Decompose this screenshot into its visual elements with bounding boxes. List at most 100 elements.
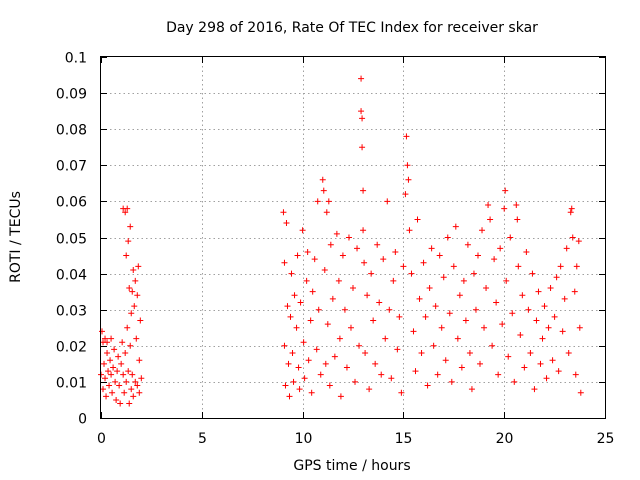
- data-point: [120, 371, 127, 378]
- data-point: [331, 353, 338, 360]
- data-point: [347, 324, 354, 331]
- data-point: [280, 209, 287, 216]
- data-point: [384, 198, 391, 205]
- data-point: [304, 248, 311, 255]
- data-point: [291, 292, 298, 299]
- data-point: [567, 209, 574, 216]
- data-point: [286, 393, 293, 400]
- data-point: [335, 277, 342, 284]
- data-point: [133, 335, 140, 342]
- data-point: [565, 350, 572, 357]
- data-point: [117, 400, 124, 407]
- data-point: [99, 328, 106, 335]
- data-point: [137, 317, 144, 324]
- y-tick-label: 0: [78, 412, 87, 428]
- data-point: [404, 162, 411, 169]
- data-point: [108, 371, 115, 378]
- data-point: [350, 285, 356, 292]
- data-point: [111, 346, 118, 353]
- data-point: [327, 241, 334, 248]
- data-point: [430, 342, 437, 349]
- data-point: [559, 328, 566, 335]
- data-point: [281, 259, 288, 266]
- data-point: [408, 270, 415, 277]
- axis-ticks: [101, 57, 606, 419]
- data-point: [130, 266, 137, 273]
- data-point: [121, 389, 128, 396]
- data-point: [314, 198, 321, 205]
- data-point: [136, 357, 143, 364]
- data-point: [416, 295, 423, 302]
- data-point: [505, 353, 512, 360]
- data-point: [345, 234, 352, 241]
- x-tick-label: 20: [496, 431, 514, 447]
- data-point: [112, 378, 119, 385]
- y-tick-label: 0.04: [56, 268, 87, 284]
- data-point: [426, 285, 433, 292]
- data-point: [132, 277, 139, 284]
- data-point: [448, 378, 455, 385]
- x-tick-label: 15: [395, 431, 413, 447]
- data-point: [525, 306, 532, 313]
- data-point: [317, 371, 324, 378]
- data-point: [307, 317, 314, 324]
- data-point: [122, 350, 129, 357]
- data-point: [297, 299, 304, 306]
- data-point: [390, 277, 397, 284]
- data-point: [555, 368, 562, 375]
- data-point: [519, 292, 526, 299]
- data-point: [321, 266, 328, 273]
- y-tick-label: 0.02: [56, 340, 87, 356]
- data-point: [341, 306, 348, 313]
- data-point: [354, 245, 361, 252]
- data-point: [529, 270, 536, 277]
- data-point: [359, 144, 366, 151]
- data-point: [103, 393, 110, 400]
- data-point: [100, 386, 107, 393]
- data-point: [126, 285, 133, 292]
- data-point: [294, 252, 301, 259]
- y-tick-label: 0.1: [65, 51, 87, 67]
- data-point: [131, 303, 138, 310]
- data-point: [452, 223, 459, 230]
- data-point: [124, 205, 131, 212]
- data-point: [320, 187, 327, 194]
- data-point: [553, 274, 560, 281]
- data-point: [359, 115, 366, 122]
- data-point: [362, 350, 369, 357]
- data-point: [113, 396, 120, 403]
- data-point: [356, 342, 363, 349]
- y-tick-label: 0.08: [56, 123, 87, 139]
- data-point: [442, 357, 449, 364]
- data-point: [125, 238, 132, 245]
- data-point: [533, 317, 540, 324]
- data-point: [309, 288, 316, 295]
- data-point: [290, 378, 297, 385]
- data-point: [440, 274, 447, 281]
- data-point: [326, 382, 333, 389]
- data-point: [337, 393, 344, 400]
- data-point: [438, 324, 445, 331]
- data-point: [361, 259, 368, 266]
- data-point: [436, 252, 443, 259]
- data-point: [102, 375, 109, 382]
- data-point: [123, 378, 130, 385]
- data-point: [392, 248, 399, 255]
- data-point: [563, 245, 570, 252]
- data-point: [372, 360, 379, 367]
- data-point: [573, 263, 580, 270]
- data-point: [343, 364, 350, 371]
- data-point: [366, 386, 373, 393]
- y-tick-label: 0.09: [56, 87, 87, 103]
- data-point: [514, 216, 521, 223]
- data-point: [110, 364, 117, 371]
- data-point: [497, 245, 504, 252]
- data-point: [388, 375, 395, 382]
- data-point: [109, 389, 116, 396]
- data-point: [134, 382, 141, 389]
- data-point: [329, 295, 336, 302]
- data-point: [434, 371, 441, 378]
- data-point: [282, 382, 289, 389]
- y-axis-label: ROTI / TECUs: [8, 191, 24, 283]
